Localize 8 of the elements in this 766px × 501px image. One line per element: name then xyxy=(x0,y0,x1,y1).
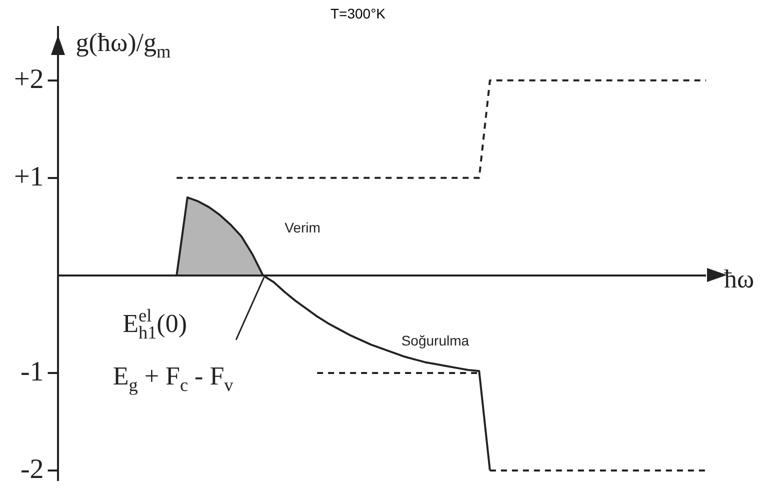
y-tick-label: +2 xyxy=(14,64,44,95)
y-tick-label: +1 xyxy=(14,161,44,192)
annotation: Soğurulma xyxy=(401,332,470,349)
y-tick-label: -2 xyxy=(20,454,44,485)
y-tick-label: -1 xyxy=(20,356,44,388)
x-axis-title: ħω xyxy=(724,264,754,294)
annotation: Verim xyxy=(284,220,320,236)
chart-title: T=300°K xyxy=(330,5,386,22)
